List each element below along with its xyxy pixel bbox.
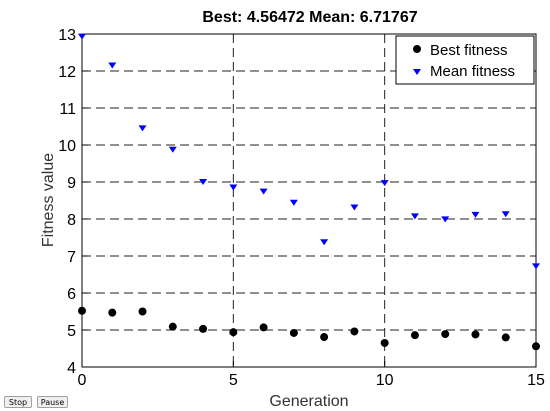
chart-title: Best: 4.56472 Mean: 6.71767 xyxy=(202,9,417,26)
best-fitness-point xyxy=(108,308,117,317)
legend-box xyxy=(395,35,535,85)
best-fitness-point xyxy=(78,306,86,315)
mean-fitness-point xyxy=(199,179,208,185)
y-tick-label: 5 xyxy=(67,323,76,340)
plot-area xyxy=(81,33,537,368)
data-series xyxy=(78,33,540,351)
y-tick-label: 10 xyxy=(58,138,76,155)
mean-fitness-point xyxy=(138,125,147,132)
best-fitness-point xyxy=(441,330,450,339)
stop-button[interactable]: Stop xyxy=(4,396,32,408)
axis-ticks: 4 5 6 7 8 9 10 11 12 13 0 5 10 15 xyxy=(58,27,545,389)
y-tick-label: 6 xyxy=(67,286,76,303)
mean-fitness-point xyxy=(259,188,268,195)
best-fitness-point xyxy=(380,338,389,347)
best-fitness-point xyxy=(289,328,298,337)
mean-fitness-point xyxy=(168,146,177,153)
best-fitness-point xyxy=(259,323,268,332)
y-tick-label: 8 xyxy=(67,212,76,229)
y-axis-label: Fitness value xyxy=(40,153,57,247)
mean-fitness-point xyxy=(532,263,540,270)
y-tick-label: 9 xyxy=(67,175,76,192)
best-fitness-point xyxy=(501,333,510,342)
mean-fitness-point xyxy=(441,216,450,223)
x-tick-label: 0 xyxy=(78,372,87,389)
mean-fitness-point xyxy=(229,184,238,191)
grid-lines xyxy=(82,34,536,367)
mean-fitness-point xyxy=(289,199,298,206)
y-tick-label: 7 xyxy=(67,249,76,266)
y-tick-label: 11 xyxy=(59,101,76,118)
best-fitness-point xyxy=(199,324,208,333)
legend-best-label: Best fitness xyxy=(430,42,508,59)
best-fitness-point xyxy=(471,330,480,339)
best-fitness-point xyxy=(229,328,238,337)
legend-best-marker xyxy=(413,45,421,53)
mean-fitness-point xyxy=(350,204,359,211)
legend-mean-marker xyxy=(413,69,421,75)
x-tick-label: 10 xyxy=(376,372,394,389)
mean-fitness-point xyxy=(501,211,510,218)
legend-mean-label: Mean fitness xyxy=(430,63,515,80)
mean-fitness-point xyxy=(410,213,419,220)
best-fitness-point xyxy=(138,307,147,316)
best-fitness-point xyxy=(320,333,329,342)
best-fitness-point xyxy=(350,327,359,336)
y-tick-label: 13 xyxy=(58,27,76,44)
mean-fitness-point xyxy=(471,211,480,218)
y-tick-label: 12 xyxy=(58,64,76,81)
legend: Best fitness Mean fitness xyxy=(395,35,535,85)
y-tick-label: 4 xyxy=(67,360,76,377)
mean-fitness-point xyxy=(78,33,86,40)
mean-fitness-point xyxy=(380,180,389,187)
x-tick-label: 15 xyxy=(527,372,545,389)
x-tick-label: 5 xyxy=(229,372,238,389)
best-fitness-point xyxy=(168,322,177,331)
best-fitness-point xyxy=(532,342,540,351)
mean-fitness-point xyxy=(108,62,117,69)
mean-fitness-point xyxy=(320,239,329,246)
best-fitness-point xyxy=(410,331,419,340)
x-axis-label: Generation xyxy=(269,393,348,410)
pause-button[interactable]: Pause xyxy=(37,396,68,408)
